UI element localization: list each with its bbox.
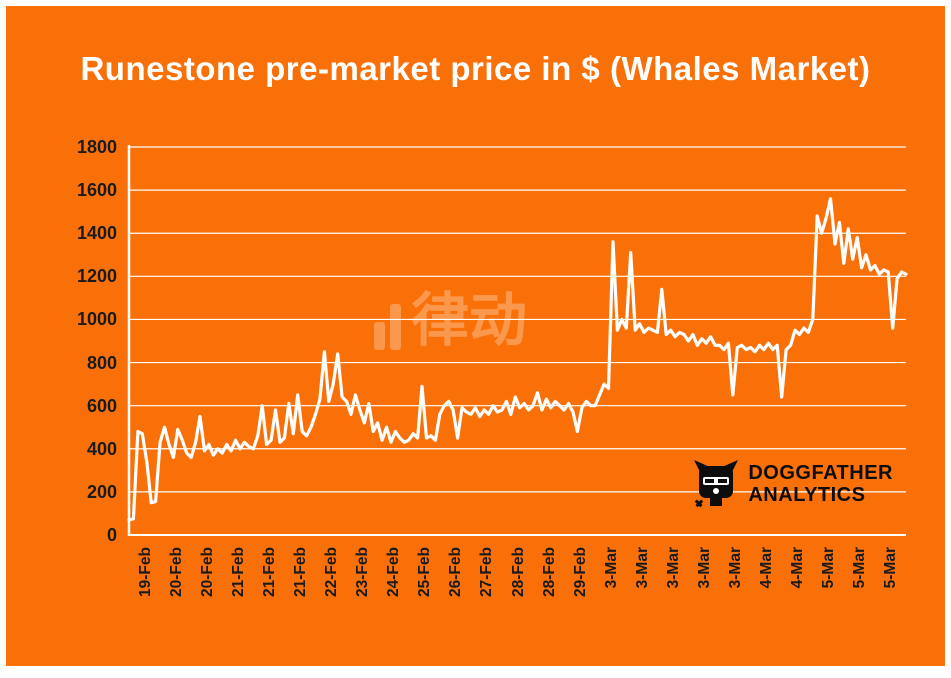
x-axis-tick-label: 21-Feb xyxy=(291,547,309,597)
y-axis-tick-label: 1400 xyxy=(76,223,117,244)
x-axis-tick-label: 4-Mar xyxy=(758,547,776,589)
x-axis-tick-label: 20-Feb xyxy=(167,547,185,597)
x-axis-tick-label: 5-Mar xyxy=(851,547,869,589)
x-axis-tick-label: 26-Feb xyxy=(447,547,465,597)
y-axis-tick-label: 600 xyxy=(86,395,117,416)
chart-area: 0 200 400 600 800 1000 1200 1400 1600 1800 19-Feb… xyxy=(6,6,945,666)
y-axis-tick-label: 800 xyxy=(86,352,117,373)
y-axis-tick-label: 1000 xyxy=(76,309,117,330)
y-axis-tick-label: 200 xyxy=(86,481,117,502)
x-axis-tick-label: 5-Mar xyxy=(820,547,838,589)
dog-icon xyxy=(694,460,739,508)
doggfather-logo: DOGGFATHER ANALYTICS xyxy=(692,458,893,510)
x-axis-tick-label: 21-Feb xyxy=(229,547,247,597)
x-axis-tick-label: 3-Mar xyxy=(633,547,651,589)
x-axis-tick-label: 28-Feb xyxy=(540,547,558,597)
logo-line2: ANALYTICS xyxy=(748,484,866,506)
x-axis-tick-label: 29-Feb xyxy=(571,547,589,597)
y-axis-tick-label: 1800 xyxy=(76,137,117,157)
x-axis-tick-label: 3-Mar xyxy=(727,547,745,589)
y-axis-tick-label: 400 xyxy=(86,438,117,459)
x-axis-tick-label: 20-Feb xyxy=(198,547,216,597)
y-axis-tick-label: 1600 xyxy=(76,180,117,201)
x-axis-tick-label: 5-Mar xyxy=(882,547,900,589)
watermark: 律动 xyxy=(374,292,527,350)
x-axis-tick-label: 3-Mar xyxy=(602,547,620,589)
x-axis-tick-label: 23-Feb xyxy=(354,547,372,597)
x-axis-tick-label: 19-Feb xyxy=(136,547,154,597)
watermark-text: 律动 xyxy=(411,288,528,353)
x-axis-tick-label: 21-Feb xyxy=(260,547,278,597)
y-axis-tick-label: 1200 xyxy=(76,266,117,287)
x-axis-tick-label: 27-Feb xyxy=(478,547,496,597)
logo-line1: DOGGFATHER xyxy=(748,461,893,484)
x-axis-tick-label: 28-Feb xyxy=(509,547,527,597)
chart-title: Runestone pre-market price in $ (Whales … xyxy=(80,50,871,87)
x-axis-tick-label: 3-Mar xyxy=(664,547,682,589)
x-axis-tick-label: 25-Feb xyxy=(416,547,434,597)
x-axis-tick-label: 4-Mar xyxy=(789,547,807,589)
x-axis-tick-label: 24-Feb xyxy=(385,547,403,597)
logo-text: DOGGFATHER ANALYTICS xyxy=(748,462,893,507)
y-axis-tick-label: 0 xyxy=(106,525,117,545)
watermark-bars-icon xyxy=(374,304,401,350)
x-axis-tick-label: 22-Feb xyxy=(323,547,341,597)
x-axis-tick-label: 3-Mar xyxy=(695,547,713,589)
